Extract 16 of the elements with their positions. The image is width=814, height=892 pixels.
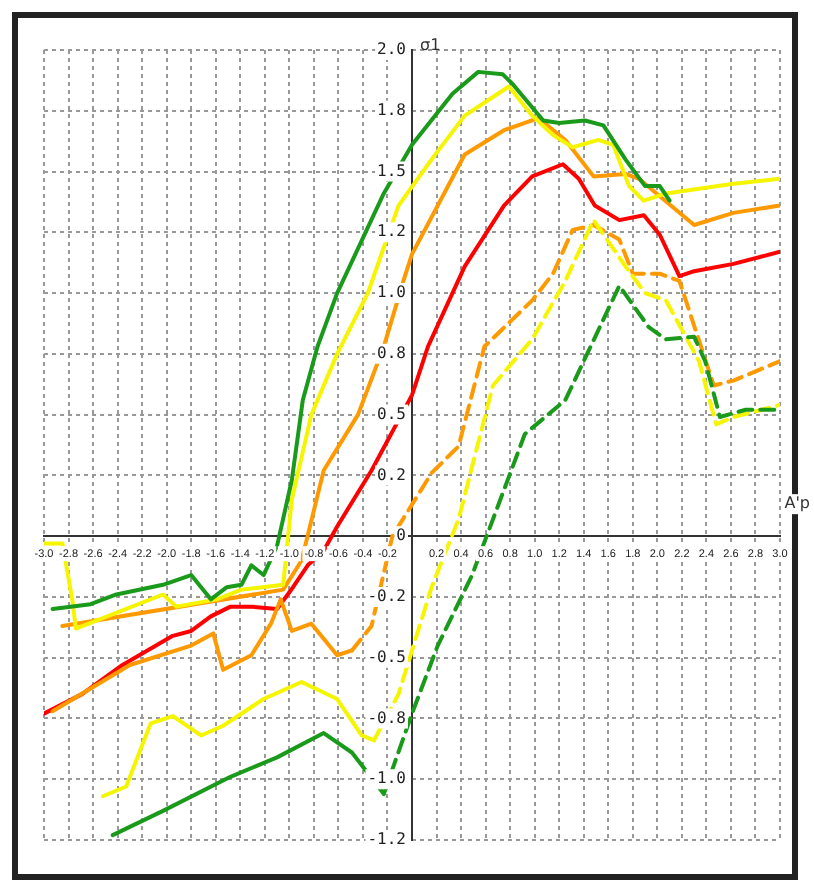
- y-tick-label: -0.8: [367, 708, 407, 727]
- y-tick-label: 0.2: [377, 465, 407, 484]
- y-tick-label: 2.0: [377, 40, 407, 59]
- y-axis-title: σ1: [420, 36, 441, 55]
- y-tick-label: 0.5: [377, 404, 407, 423]
- y-tick-label: 1.0: [377, 283, 407, 302]
- x-axis-title: A'p: [784, 494, 810, 513]
- y-tick-label: 0: [396, 526, 407, 545]
- y-tick-label: 0.8: [377, 344, 407, 362]
- y-tick-label: -1.2: [367, 830, 407, 849]
- y-tick-label: -1.0: [367, 769, 407, 788]
- y-tick-label: -0.2: [367, 587, 407, 606]
- y-tick-label: 1.5: [377, 161, 407, 180]
- y-tick-label: -0.5: [367, 647, 407, 666]
- y-tick-label: 1.2: [377, 222, 407, 241]
- y-tick-label: 1.8: [377, 100, 407, 119]
